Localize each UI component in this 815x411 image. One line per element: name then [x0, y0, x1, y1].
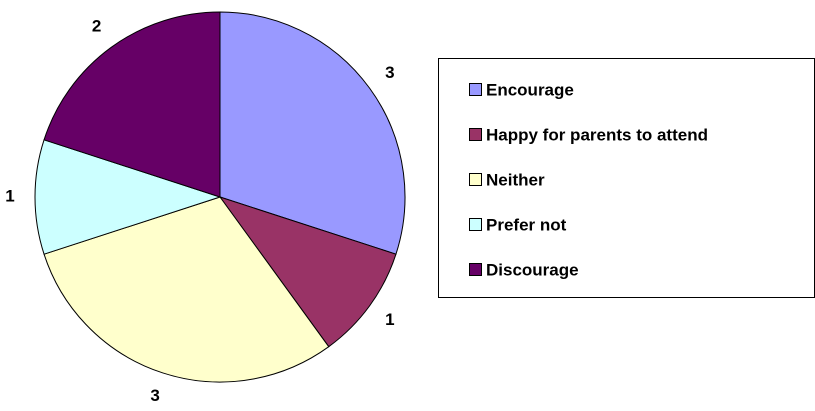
pie-slice: [34, 139, 222, 255]
legend-label: Discourage: [486, 260, 579, 279]
legend-swatch: [469, 173, 482, 186]
legend-label: Neither: [486, 170, 545, 189]
legend-label: Happy for parents to attend: [486, 125, 708, 144]
legend-label: Encourage: [486, 80, 574, 99]
data-label: 1: [5, 186, 14, 205]
pie-slice: [43, 11, 221, 198]
legend-swatch: [469, 263, 482, 276]
legend-box: [438, 58, 815, 298]
data-label: 3: [150, 386, 159, 405]
data-label: 2: [92, 17, 101, 36]
data-label: 3: [385, 63, 394, 82]
pie-slice: [218, 196, 397, 348]
data-label: 1: [385, 310, 394, 329]
legend-swatch: [469, 128, 482, 141]
legend-label: Prefer not: [486, 215, 567, 234]
legend-swatch: [469, 218, 482, 231]
pie-slice: [219, 11, 406, 255]
legend-swatch: [469, 83, 482, 96]
pie-slice: [43, 196, 330, 383]
